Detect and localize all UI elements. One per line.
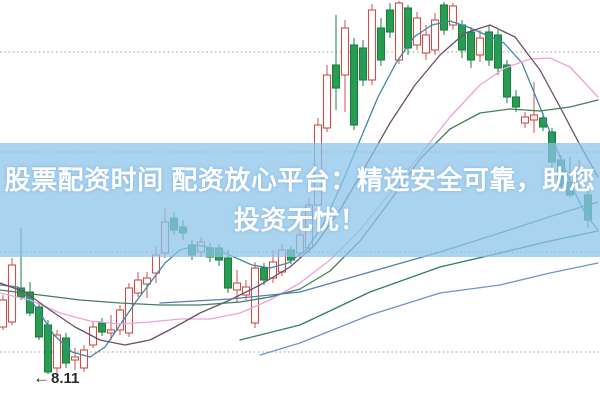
candle bbox=[52, 330, 62, 373]
candle bbox=[466, 27, 476, 68]
ma-dark-green bbox=[0, 99, 599, 306]
candle bbox=[61, 333, 71, 368]
candle bbox=[250, 262, 260, 328]
candle bbox=[448, 3, 458, 30]
low-arrow-icon: ← bbox=[33, 368, 50, 387]
candle bbox=[439, 2, 449, 35]
ma-long-periwinkle bbox=[259, 262, 599, 356]
candle bbox=[529, 82, 539, 133]
candle bbox=[106, 315, 116, 340]
candle bbox=[34, 303, 44, 340]
candle bbox=[403, 5, 413, 55]
candle bbox=[115, 305, 125, 335]
promo-banner-line1: 股票配资时间 配资放心平台：精选安全可靠，助您 bbox=[4, 165, 596, 195]
promo-banner[interactable]: 股票配资时间 配资放心平台：精选安全可靠，助您 投资无忧！ bbox=[0, 143, 600, 257]
candle bbox=[358, 40, 368, 86]
candle bbox=[349, 38, 359, 130]
candle bbox=[511, 90, 521, 112]
candle bbox=[412, 12, 422, 50]
ma-pink bbox=[0, 57, 599, 325]
candle bbox=[124, 283, 134, 337]
candle bbox=[0, 295, 8, 330]
candle bbox=[223, 250, 233, 293]
candle bbox=[79, 345, 89, 372]
candle bbox=[475, 30, 485, 62]
candle bbox=[484, 25, 494, 66]
lowest-price-annotation: ← 8.11 bbox=[33, 368, 79, 388]
candle bbox=[331, 15, 341, 110]
candle bbox=[430, 13, 440, 55]
candle bbox=[241, 280, 251, 300]
candle bbox=[43, 320, 53, 374]
candle bbox=[232, 270, 242, 303]
candle bbox=[70, 348, 80, 370]
candle bbox=[376, 18, 386, 66]
candle bbox=[385, 3, 395, 38]
candle bbox=[142, 272, 152, 298]
promo-banner-line2: 投资无忧！ bbox=[233, 205, 367, 235]
candle bbox=[133, 272, 143, 297]
candle bbox=[421, 25, 431, 60]
candle bbox=[367, 4, 377, 85]
candle bbox=[394, 1, 404, 64]
lowest-price-label: 8.11 bbox=[51, 369, 80, 387]
candle bbox=[520, 112, 530, 128]
candle bbox=[25, 282, 35, 316]
candle bbox=[493, 30, 503, 75]
candle bbox=[340, 20, 350, 112]
candle bbox=[322, 65, 332, 132]
candle bbox=[97, 318, 107, 336]
